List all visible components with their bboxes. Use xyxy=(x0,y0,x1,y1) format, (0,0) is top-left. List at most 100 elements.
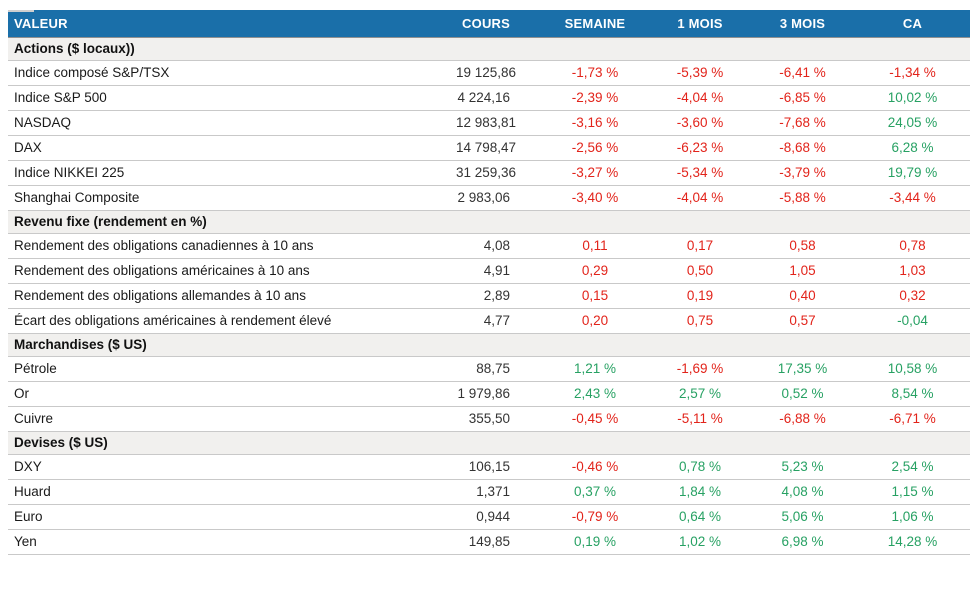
market-table: VALEUR COURS SEMAINE 1 MOIS 3 MOIS CA Actions… xyxy=(8,10,970,555)
change-cell: -8,68 % xyxy=(750,135,855,161)
market-row: Indice S&P 500 4 224,16 -2,39 % -4,04 % -6,8… xyxy=(8,85,970,111)
change-cell: 1,03 xyxy=(855,258,970,284)
price-cell: 14 798,47 xyxy=(448,135,540,161)
section-title: Devises ($ US) xyxy=(8,430,970,455)
column-header-valeur: VALEUR xyxy=(8,10,448,37)
change-cell: -6,88 % xyxy=(750,406,855,432)
change-cell: -6,71 % xyxy=(855,406,970,432)
instrument-label: Cuivre xyxy=(8,406,448,432)
market-row: DXY 106,15 -0,46 % 0,78 % 5,23 % 2,54 % xyxy=(8,454,970,480)
change-cell: -0,45 % xyxy=(540,406,650,432)
change-cell: 8,54 % xyxy=(855,381,970,407)
instrument-label: Shanghai Composite xyxy=(8,185,448,211)
price-cell: 4 224,16 xyxy=(448,85,540,111)
change-cell: -6,85 % xyxy=(750,85,855,111)
change-cell: 10,58 % xyxy=(855,356,970,382)
change-cell: 0,52 % xyxy=(750,381,855,407)
column-header-semaine: SEMAINE xyxy=(540,10,650,37)
instrument-label: Yen xyxy=(8,529,448,555)
change-cell: -3,16 % xyxy=(540,110,650,136)
change-cell: 0,57 xyxy=(750,308,855,334)
market-row: Indice NIKKEI 225 31 259,36 -3,27 % -5,34 %… xyxy=(8,160,970,186)
market-row: Indice composé S&P/TSX 19 125,86 -1,73 % -5… xyxy=(8,60,970,86)
table-body: Actions ($ locaux)) Indice composé S&P/TS… xyxy=(8,36,970,555)
instrument-label: Huard xyxy=(8,479,448,505)
market-row: Huard 1,371 0,37 % 1,84 % 4,08 % 1,15 % xyxy=(8,479,970,505)
change-cell: 0,75 xyxy=(650,308,750,334)
section-row: Actions ($ locaux)) xyxy=(8,36,970,61)
price-cell: 88,75 xyxy=(448,356,540,382)
change-cell: 1,15 % xyxy=(855,479,970,505)
change-cell: -4,04 % xyxy=(650,185,750,211)
market-summary-page: VALEUR COURS SEMAINE 1 MOIS 3 MOIS CA Actions… xyxy=(0,10,978,590)
instrument-label: Rendement des obligations canadiennes à … xyxy=(8,233,448,259)
section-title: Actions ($ locaux)) xyxy=(8,36,970,61)
change-cell: 4,08 % xyxy=(750,479,855,505)
change-cell: 0,11 xyxy=(540,233,650,259)
change-cell: 0,20 xyxy=(540,308,650,334)
header-row: VALEUR COURS SEMAINE 1 MOIS 3 MOIS CA xyxy=(8,10,970,37)
change-cell: -3,44 % xyxy=(855,185,970,211)
change-cell: 2,43 % xyxy=(540,381,650,407)
change-cell: 0,19 xyxy=(650,283,750,309)
instrument-label: Rendement des obligations américaines à … xyxy=(8,258,448,284)
change-cell: 1,21 % xyxy=(540,356,650,382)
table-header: VALEUR COURS SEMAINE 1 MOIS 3 MOIS CA xyxy=(8,10,970,37)
change-cell: 1,84 % xyxy=(650,479,750,505)
change-cell: -1,73 % xyxy=(540,60,650,86)
market-row: Yen 149,85 0,19 % 1,02 % 6,98 % 14,28 % xyxy=(8,529,970,555)
instrument-label: Indice composé S&P/TSX xyxy=(8,60,448,86)
price-cell: 2,89 xyxy=(448,283,540,309)
price-cell: 12 983,81 xyxy=(448,110,540,136)
change-cell: -5,34 % xyxy=(650,160,750,186)
change-cell: 1,02 % xyxy=(650,529,750,555)
change-cell: -3,27 % xyxy=(540,160,650,186)
price-cell: 1 979,86 xyxy=(448,381,540,407)
change-cell: -5,88 % xyxy=(750,185,855,211)
change-cell: 19,79 % xyxy=(855,160,970,186)
change-cell: 0,15 xyxy=(540,283,650,309)
price-cell: 106,15 xyxy=(448,454,540,480)
change-cell: 2,57 % xyxy=(650,381,750,407)
section-title: Revenu fixe (rendement en %) xyxy=(8,209,970,234)
instrument-label: Écart des obligations américaines à rend… xyxy=(8,308,448,334)
change-cell: -7,68 % xyxy=(750,110,855,136)
crop-artifact xyxy=(8,10,34,12)
change-cell: 5,23 % xyxy=(750,454,855,480)
change-cell: -6,23 % xyxy=(650,135,750,161)
instrument-label: Rendement des obligations allemandes à 1… xyxy=(8,283,448,309)
column-header-1-mois: 1 MOIS xyxy=(650,10,750,37)
change-cell: 0,40 xyxy=(750,283,855,309)
change-cell: 1,06 % xyxy=(855,504,970,530)
change-cell: 0,32 xyxy=(855,283,970,309)
change-cell: 0,29 xyxy=(540,258,650,284)
change-cell: 0,78 % xyxy=(650,454,750,480)
change-cell: 5,06 % xyxy=(750,504,855,530)
market-row: Or 1 979,86 2,43 % 2,57 % 0,52 % 8,54 % xyxy=(8,381,970,407)
price-cell: 1,371 xyxy=(448,479,540,505)
change-cell: -3,40 % xyxy=(540,185,650,211)
change-cell: 6,28 % xyxy=(855,135,970,161)
price-cell: 2 983,06 xyxy=(448,185,540,211)
change-cell: -4,04 % xyxy=(650,85,750,111)
change-cell: -2,56 % xyxy=(540,135,650,161)
instrument-label: DAX xyxy=(8,135,448,161)
section-row: Devises ($ US) xyxy=(8,430,970,455)
price-cell: 4,77 xyxy=(448,308,540,334)
section-row: Revenu fixe (rendement en %) xyxy=(8,209,970,234)
market-row: Pétrole 88,75 1,21 % -1,69 % 17,35 % 10,58 % xyxy=(8,356,970,382)
change-cell: -2,39 % xyxy=(540,85,650,111)
change-cell: 14,28 % xyxy=(855,529,970,555)
change-cell: 2,54 % xyxy=(855,454,970,480)
change-cell: 0,58 xyxy=(750,233,855,259)
market-row: Rendement des obligations allemandes à 1… xyxy=(8,283,970,309)
instrument-label: DXY xyxy=(8,454,448,480)
price-cell: 4,08 xyxy=(448,233,540,259)
change-cell: 0,17 xyxy=(650,233,750,259)
change-cell: 10,02 % xyxy=(855,85,970,111)
change-cell: -5,39 % xyxy=(650,60,750,86)
change-cell: 0,19 % xyxy=(540,529,650,555)
change-cell: -1,34 % xyxy=(855,60,970,86)
market-row: Rendement des obligations canadiennes à … xyxy=(8,233,970,259)
instrument-label: Euro xyxy=(8,504,448,530)
